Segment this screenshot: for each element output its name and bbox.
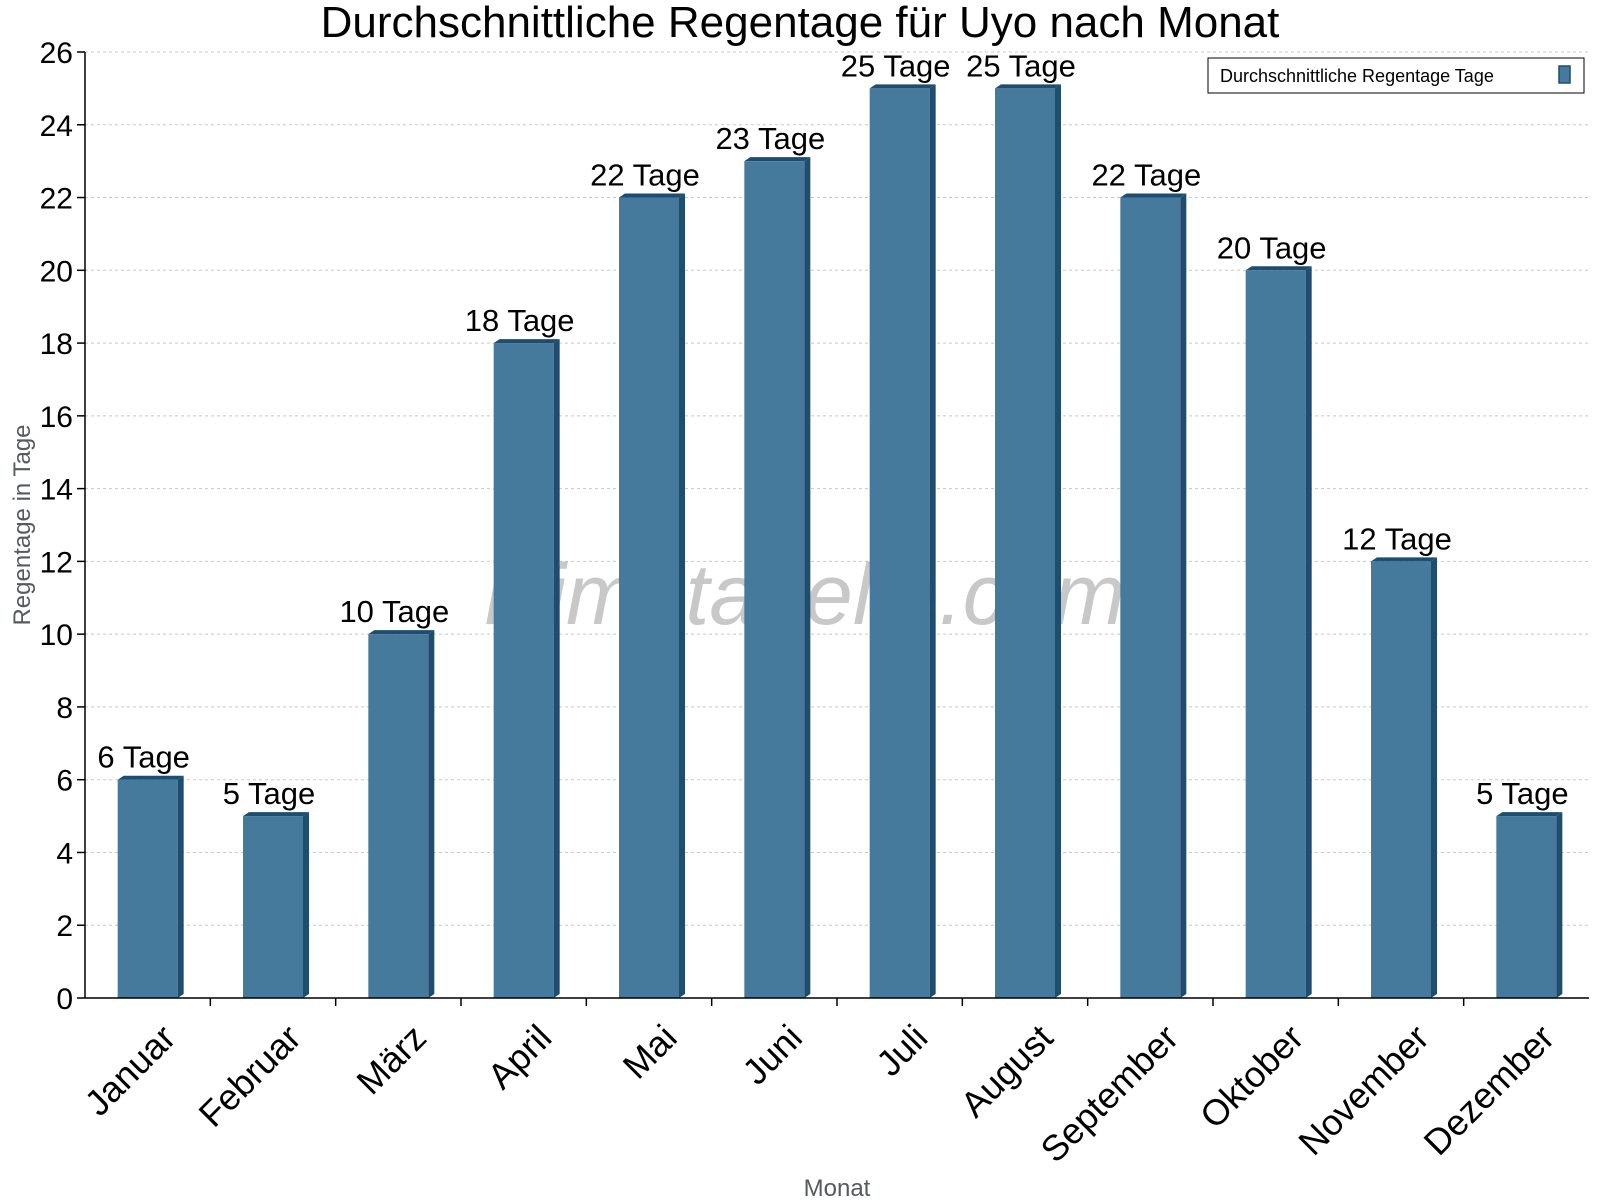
bar [368,630,435,998]
data-label: 22 Tage [1091,158,1201,193]
x-tick-label: Juli [868,1017,935,1084]
y-tick-label: 8 [56,692,73,725]
x-tick-label: Januar [76,1017,183,1124]
bar-top [1371,557,1437,562]
y-tick-label: 2 [56,910,73,943]
bar-face [493,343,554,999]
data-label: 12 Tage [1342,521,1452,556]
legend-box [1207,57,1585,94]
y-tick-label: 24 [40,110,73,143]
bar-top [995,84,1061,89]
legend-label: Durchschnittliche Regentage Tage [1220,66,1494,86]
bar [243,812,309,998]
bar-face [1120,197,1181,999]
y-axis-label: Regentage in Tage [9,424,36,625]
bar-face [1245,270,1306,998]
x-tick-label: August [952,1017,1060,1125]
x-tick-label: April [479,1017,559,1097]
y-tick-label: 4 [56,837,73,870]
bar-top [1245,266,1312,271]
data-label: 20 Tage [1217,230,1327,265]
bar [744,157,811,999]
bar-face [744,161,805,999]
bar-side [428,630,435,998]
bar [995,84,1061,998]
y-tick-label: 10 [40,619,73,652]
bar [869,84,936,998]
legend: Durchschnittliche Regentage Tage [1207,57,1585,94]
data-label: 5 Tage [223,776,316,811]
data-label: 23 Tage [715,121,825,156]
x-axis-ticks: Januar Februar März April Mai Juni Juli AugustS… [76,998,1562,1170]
y-tick-label: 0 [56,983,73,1016]
chart-title: Durchschnittliche Regentage für Uyo nach… [321,0,1280,47]
bars [117,84,1563,999]
x-tick-label: Oktober [1192,1017,1312,1137]
bar-top [619,193,685,198]
bar-side [804,157,811,999]
bar-side [929,84,936,998]
bar-face [117,779,178,998]
y-tick-label: 12 [40,546,73,579]
bar-side [177,775,184,998]
bar-side [679,193,685,999]
data-labels: 6 Tage 5 Tage 10 Tage 18 Tage 22 Tage 23 Tage… [97,48,1568,811]
bar [117,775,184,998]
gridlines [85,51,1589,926]
bar-top [744,157,811,162]
x-tick-label: Mai [615,1017,685,1087]
x-axis-label: Monat [804,1175,871,1200]
bar-face [1496,816,1557,998]
bar-side [1180,193,1187,999]
y-tick-label: 14 [40,474,73,507]
y-tick-label: 16 [40,401,73,434]
y-tick-label: 20 [40,255,73,288]
x-tick-label: Februar [191,1017,309,1135]
bar-top [1120,193,1187,198]
bar [1371,557,1437,998]
bar-face [619,197,679,999]
bar-side [1556,812,1563,998]
bar-side [553,339,560,999]
x-tick-label: Juni [734,1017,810,1093]
bar-side [1305,266,1312,998]
bar-side [1431,557,1437,998]
legend-swatch [1558,65,1571,84]
data-label: 6 Tage [97,740,190,775]
bar-face [368,634,429,998]
bar-top [869,84,936,89]
bar-face [243,816,303,998]
bar-face [1371,561,1431,998]
x-tick-label: März [348,1017,434,1103]
data-label: 25 Tage [966,48,1076,83]
x-tick-label: November [1290,1017,1436,1163]
x-tick-label: Dezember [1416,1017,1562,1163]
data-label: 10 Tage [339,594,449,629]
bar [1245,266,1312,998]
bar-top [243,812,309,817]
bar-side [1055,84,1061,998]
data-label: 22 Tage [590,158,700,193]
x-tick-label: September [1032,1017,1186,1171]
bar-top [493,339,560,344]
data-label: 5 Tage [1476,776,1569,811]
y-tick-label: 6 [56,765,73,798]
y-tick-label: 18 [40,328,73,361]
y-tick-label: 26 [40,37,73,70]
data-label: 18 Tage [465,303,575,338]
bar [1496,812,1563,998]
bar-face [995,88,1055,998]
bar-top [368,630,435,635]
y-tick-label: 22 [40,183,73,216]
bar [1120,193,1187,999]
bar-face [869,88,930,998]
bar [619,193,685,999]
bar-side [303,812,309,998]
bar-top [1496,812,1563,817]
bar [493,339,560,999]
bar-top [117,775,184,780]
data-label: 25 Tage [841,48,951,83]
